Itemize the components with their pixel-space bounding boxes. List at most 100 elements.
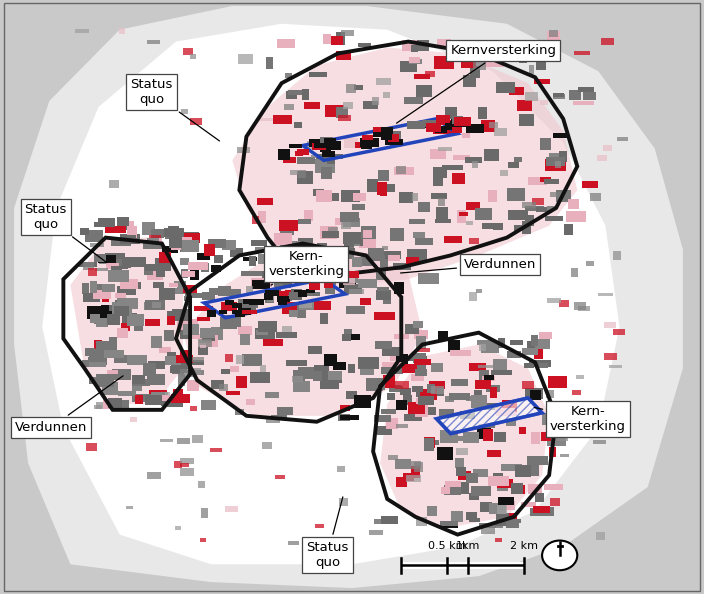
- FancyBboxPatch shape: [405, 324, 420, 333]
- FancyBboxPatch shape: [410, 59, 422, 64]
- FancyBboxPatch shape: [578, 422, 593, 431]
- FancyBboxPatch shape: [412, 193, 418, 201]
- FancyBboxPatch shape: [99, 257, 112, 264]
- FancyBboxPatch shape: [541, 138, 551, 150]
- FancyBboxPatch shape: [528, 177, 547, 185]
- FancyBboxPatch shape: [318, 277, 332, 282]
- FancyBboxPatch shape: [105, 226, 126, 233]
- FancyBboxPatch shape: [180, 463, 189, 467]
- Text: Kern-
versterking: Kern- versterking: [534, 405, 626, 433]
- FancyBboxPatch shape: [376, 78, 391, 84]
- FancyBboxPatch shape: [321, 260, 332, 271]
- FancyBboxPatch shape: [303, 102, 320, 109]
- FancyBboxPatch shape: [238, 326, 252, 336]
- FancyBboxPatch shape: [470, 517, 480, 522]
- FancyBboxPatch shape: [437, 447, 453, 460]
- FancyBboxPatch shape: [361, 255, 372, 266]
- FancyBboxPatch shape: [309, 138, 320, 147]
- FancyBboxPatch shape: [249, 299, 265, 305]
- FancyBboxPatch shape: [543, 484, 563, 489]
- FancyBboxPatch shape: [604, 353, 617, 360]
- FancyBboxPatch shape: [550, 30, 558, 37]
- FancyBboxPatch shape: [184, 233, 200, 243]
- FancyBboxPatch shape: [155, 258, 171, 271]
- FancyBboxPatch shape: [94, 315, 102, 324]
- FancyBboxPatch shape: [331, 276, 347, 282]
- FancyBboxPatch shape: [275, 475, 284, 479]
- FancyBboxPatch shape: [265, 416, 280, 424]
- FancyBboxPatch shape: [570, 90, 581, 100]
- FancyBboxPatch shape: [320, 226, 337, 239]
- FancyBboxPatch shape: [564, 224, 572, 235]
- FancyBboxPatch shape: [258, 118, 273, 121]
- FancyBboxPatch shape: [277, 39, 295, 48]
- FancyBboxPatch shape: [265, 294, 274, 304]
- FancyBboxPatch shape: [278, 149, 290, 160]
- FancyBboxPatch shape: [425, 437, 435, 448]
- FancyBboxPatch shape: [109, 258, 122, 267]
- FancyBboxPatch shape: [437, 39, 451, 48]
- FancyBboxPatch shape: [558, 151, 567, 162]
- FancyBboxPatch shape: [395, 459, 411, 469]
- FancyBboxPatch shape: [316, 190, 332, 202]
- FancyBboxPatch shape: [550, 498, 560, 506]
- FancyBboxPatch shape: [108, 398, 122, 407]
- FancyBboxPatch shape: [496, 479, 513, 488]
- FancyBboxPatch shape: [381, 134, 392, 140]
- FancyBboxPatch shape: [88, 268, 97, 276]
- FancyBboxPatch shape: [418, 273, 439, 285]
- FancyBboxPatch shape: [554, 412, 568, 417]
- FancyBboxPatch shape: [451, 119, 470, 127]
- FancyBboxPatch shape: [372, 97, 379, 105]
- FancyBboxPatch shape: [162, 247, 178, 253]
- FancyBboxPatch shape: [330, 36, 343, 45]
- FancyBboxPatch shape: [396, 424, 408, 428]
- FancyBboxPatch shape: [403, 395, 412, 405]
- FancyBboxPatch shape: [236, 376, 246, 388]
- FancyBboxPatch shape: [532, 198, 543, 205]
- FancyBboxPatch shape: [536, 207, 552, 212]
- FancyBboxPatch shape: [438, 198, 446, 206]
- Text: Status
quo: Status quo: [306, 497, 348, 570]
- FancyBboxPatch shape: [398, 167, 410, 175]
- FancyBboxPatch shape: [429, 381, 445, 388]
- FancyBboxPatch shape: [174, 462, 182, 468]
- FancyBboxPatch shape: [344, 284, 360, 293]
- FancyBboxPatch shape: [472, 161, 478, 168]
- FancyBboxPatch shape: [463, 75, 476, 87]
- FancyBboxPatch shape: [265, 392, 279, 398]
- FancyBboxPatch shape: [465, 203, 480, 210]
- FancyBboxPatch shape: [573, 101, 593, 105]
- FancyBboxPatch shape: [488, 476, 509, 486]
- FancyBboxPatch shape: [458, 471, 471, 480]
- FancyBboxPatch shape: [358, 279, 377, 287]
- FancyBboxPatch shape: [103, 399, 121, 409]
- FancyBboxPatch shape: [230, 248, 243, 257]
- FancyBboxPatch shape: [117, 286, 136, 295]
- FancyBboxPatch shape: [455, 448, 468, 456]
- FancyBboxPatch shape: [514, 157, 522, 162]
- FancyBboxPatch shape: [435, 219, 451, 223]
- FancyBboxPatch shape: [445, 481, 460, 488]
- FancyBboxPatch shape: [506, 418, 516, 426]
- FancyBboxPatch shape: [177, 319, 198, 330]
- FancyBboxPatch shape: [388, 255, 400, 261]
- FancyBboxPatch shape: [187, 369, 204, 375]
- FancyBboxPatch shape: [340, 415, 359, 421]
- FancyBboxPatch shape: [530, 508, 543, 516]
- FancyBboxPatch shape: [189, 334, 203, 339]
- FancyBboxPatch shape: [315, 159, 327, 166]
- FancyBboxPatch shape: [307, 141, 320, 149]
- FancyBboxPatch shape: [560, 454, 569, 457]
- FancyBboxPatch shape: [207, 310, 215, 317]
- FancyBboxPatch shape: [450, 350, 471, 356]
- FancyBboxPatch shape: [524, 363, 534, 368]
- FancyBboxPatch shape: [326, 141, 341, 150]
- FancyBboxPatch shape: [534, 349, 543, 359]
- FancyBboxPatch shape: [479, 424, 495, 428]
- FancyBboxPatch shape: [455, 435, 472, 441]
- Polygon shape: [436, 398, 542, 434]
- Polygon shape: [42, 24, 620, 564]
- FancyBboxPatch shape: [164, 228, 184, 238]
- Text: 1km: 1km: [456, 541, 480, 551]
